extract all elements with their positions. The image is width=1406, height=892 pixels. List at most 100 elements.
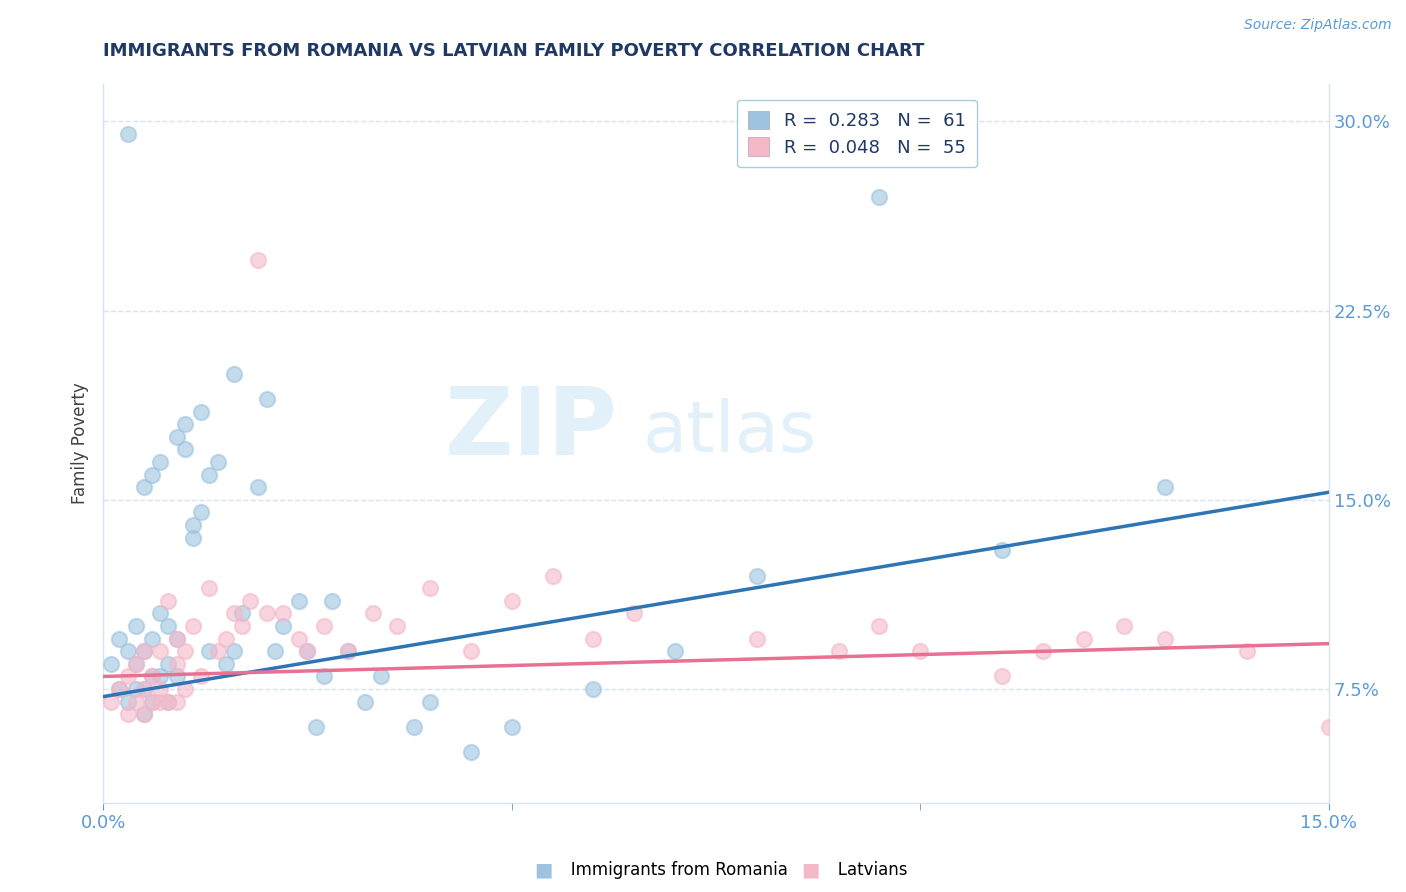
Text: Immigrants from Romania: Immigrants from Romania [534, 861, 789, 879]
Point [132, 644, 155, 658]
Point [117, 669, 139, 683]
Point [868, 619, 890, 633]
Point [149, 681, 172, 696]
Text: Latvians: Latvians [801, 861, 908, 879]
Point [198, 467, 221, 482]
Point [173, 644, 195, 658]
Point [125, 695, 148, 709]
Point [337, 644, 360, 658]
Point [271, 619, 294, 633]
Point [231, 619, 253, 633]
Text: ZIP: ZIP [446, 383, 617, 475]
Point [419, 695, 441, 709]
Point [256, 392, 278, 406]
Point [125, 657, 148, 671]
Point [908, 644, 931, 658]
Point [157, 593, 180, 607]
Point [125, 619, 148, 633]
Point [1032, 644, 1054, 658]
Point [297, 644, 319, 658]
Point [181, 619, 204, 633]
Point [215, 657, 238, 671]
Point [582, 681, 605, 696]
Point [141, 632, 163, 646]
Point [827, 644, 849, 658]
Point [125, 681, 148, 696]
Point [141, 695, 163, 709]
Point [166, 695, 188, 709]
Point [100, 657, 122, 671]
Point [100, 695, 122, 709]
Point [108, 681, 131, 696]
Point [991, 669, 1014, 683]
Point [419, 581, 441, 595]
Point [256, 607, 278, 621]
Point [157, 695, 180, 709]
Point [1317, 720, 1340, 734]
Point [108, 681, 131, 696]
Point [297, 644, 319, 658]
Point [623, 607, 645, 621]
Point [190, 505, 212, 519]
Point [321, 593, 343, 607]
Point [108, 632, 131, 646]
Point [1154, 480, 1177, 494]
Point [157, 619, 180, 633]
Point [353, 695, 375, 709]
Point [337, 644, 360, 658]
Point [149, 607, 172, 621]
Point [745, 632, 768, 646]
Point [582, 632, 605, 646]
Point [141, 669, 163, 683]
Point [117, 644, 139, 658]
Point [1114, 619, 1136, 633]
Text: Source: ZipAtlas.com: Source: ZipAtlas.com [1244, 18, 1392, 32]
Point [166, 632, 188, 646]
Point [501, 720, 523, 734]
Point [361, 607, 384, 621]
Point [173, 681, 195, 696]
Text: atlas: atlas [643, 398, 817, 467]
Point [166, 632, 188, 646]
Point [1073, 632, 1095, 646]
Point [460, 745, 482, 759]
Point [222, 607, 245, 621]
Point [166, 669, 188, 683]
Point [132, 681, 155, 696]
Point [141, 695, 163, 709]
Point [149, 455, 172, 469]
Point [207, 644, 229, 658]
Point [181, 531, 204, 545]
Point [868, 190, 890, 204]
Point [157, 657, 180, 671]
Point [132, 480, 155, 494]
Point [149, 695, 172, 709]
Point [132, 644, 155, 658]
Point [231, 607, 253, 621]
Point [190, 669, 212, 683]
Point [181, 518, 204, 533]
Point [166, 430, 188, 444]
Point [247, 480, 270, 494]
Point [117, 127, 139, 141]
Point [157, 695, 180, 709]
Point [745, 568, 768, 582]
Point [288, 593, 311, 607]
Legend: R =  0.283   N =  61, R =  0.048   N =  55: R = 0.283 N = 61, R = 0.048 N = 55 [737, 100, 977, 168]
Point [149, 669, 172, 683]
Point [312, 669, 335, 683]
Point [117, 707, 139, 722]
Point [263, 644, 285, 658]
Point [215, 632, 238, 646]
Point [149, 644, 172, 658]
Point [198, 644, 221, 658]
Point [141, 467, 163, 482]
Point [239, 593, 262, 607]
Point [117, 695, 139, 709]
Point [288, 632, 311, 646]
Point [271, 607, 294, 621]
Point [141, 669, 163, 683]
Point [207, 455, 229, 469]
Point [501, 593, 523, 607]
Point [312, 619, 335, 633]
